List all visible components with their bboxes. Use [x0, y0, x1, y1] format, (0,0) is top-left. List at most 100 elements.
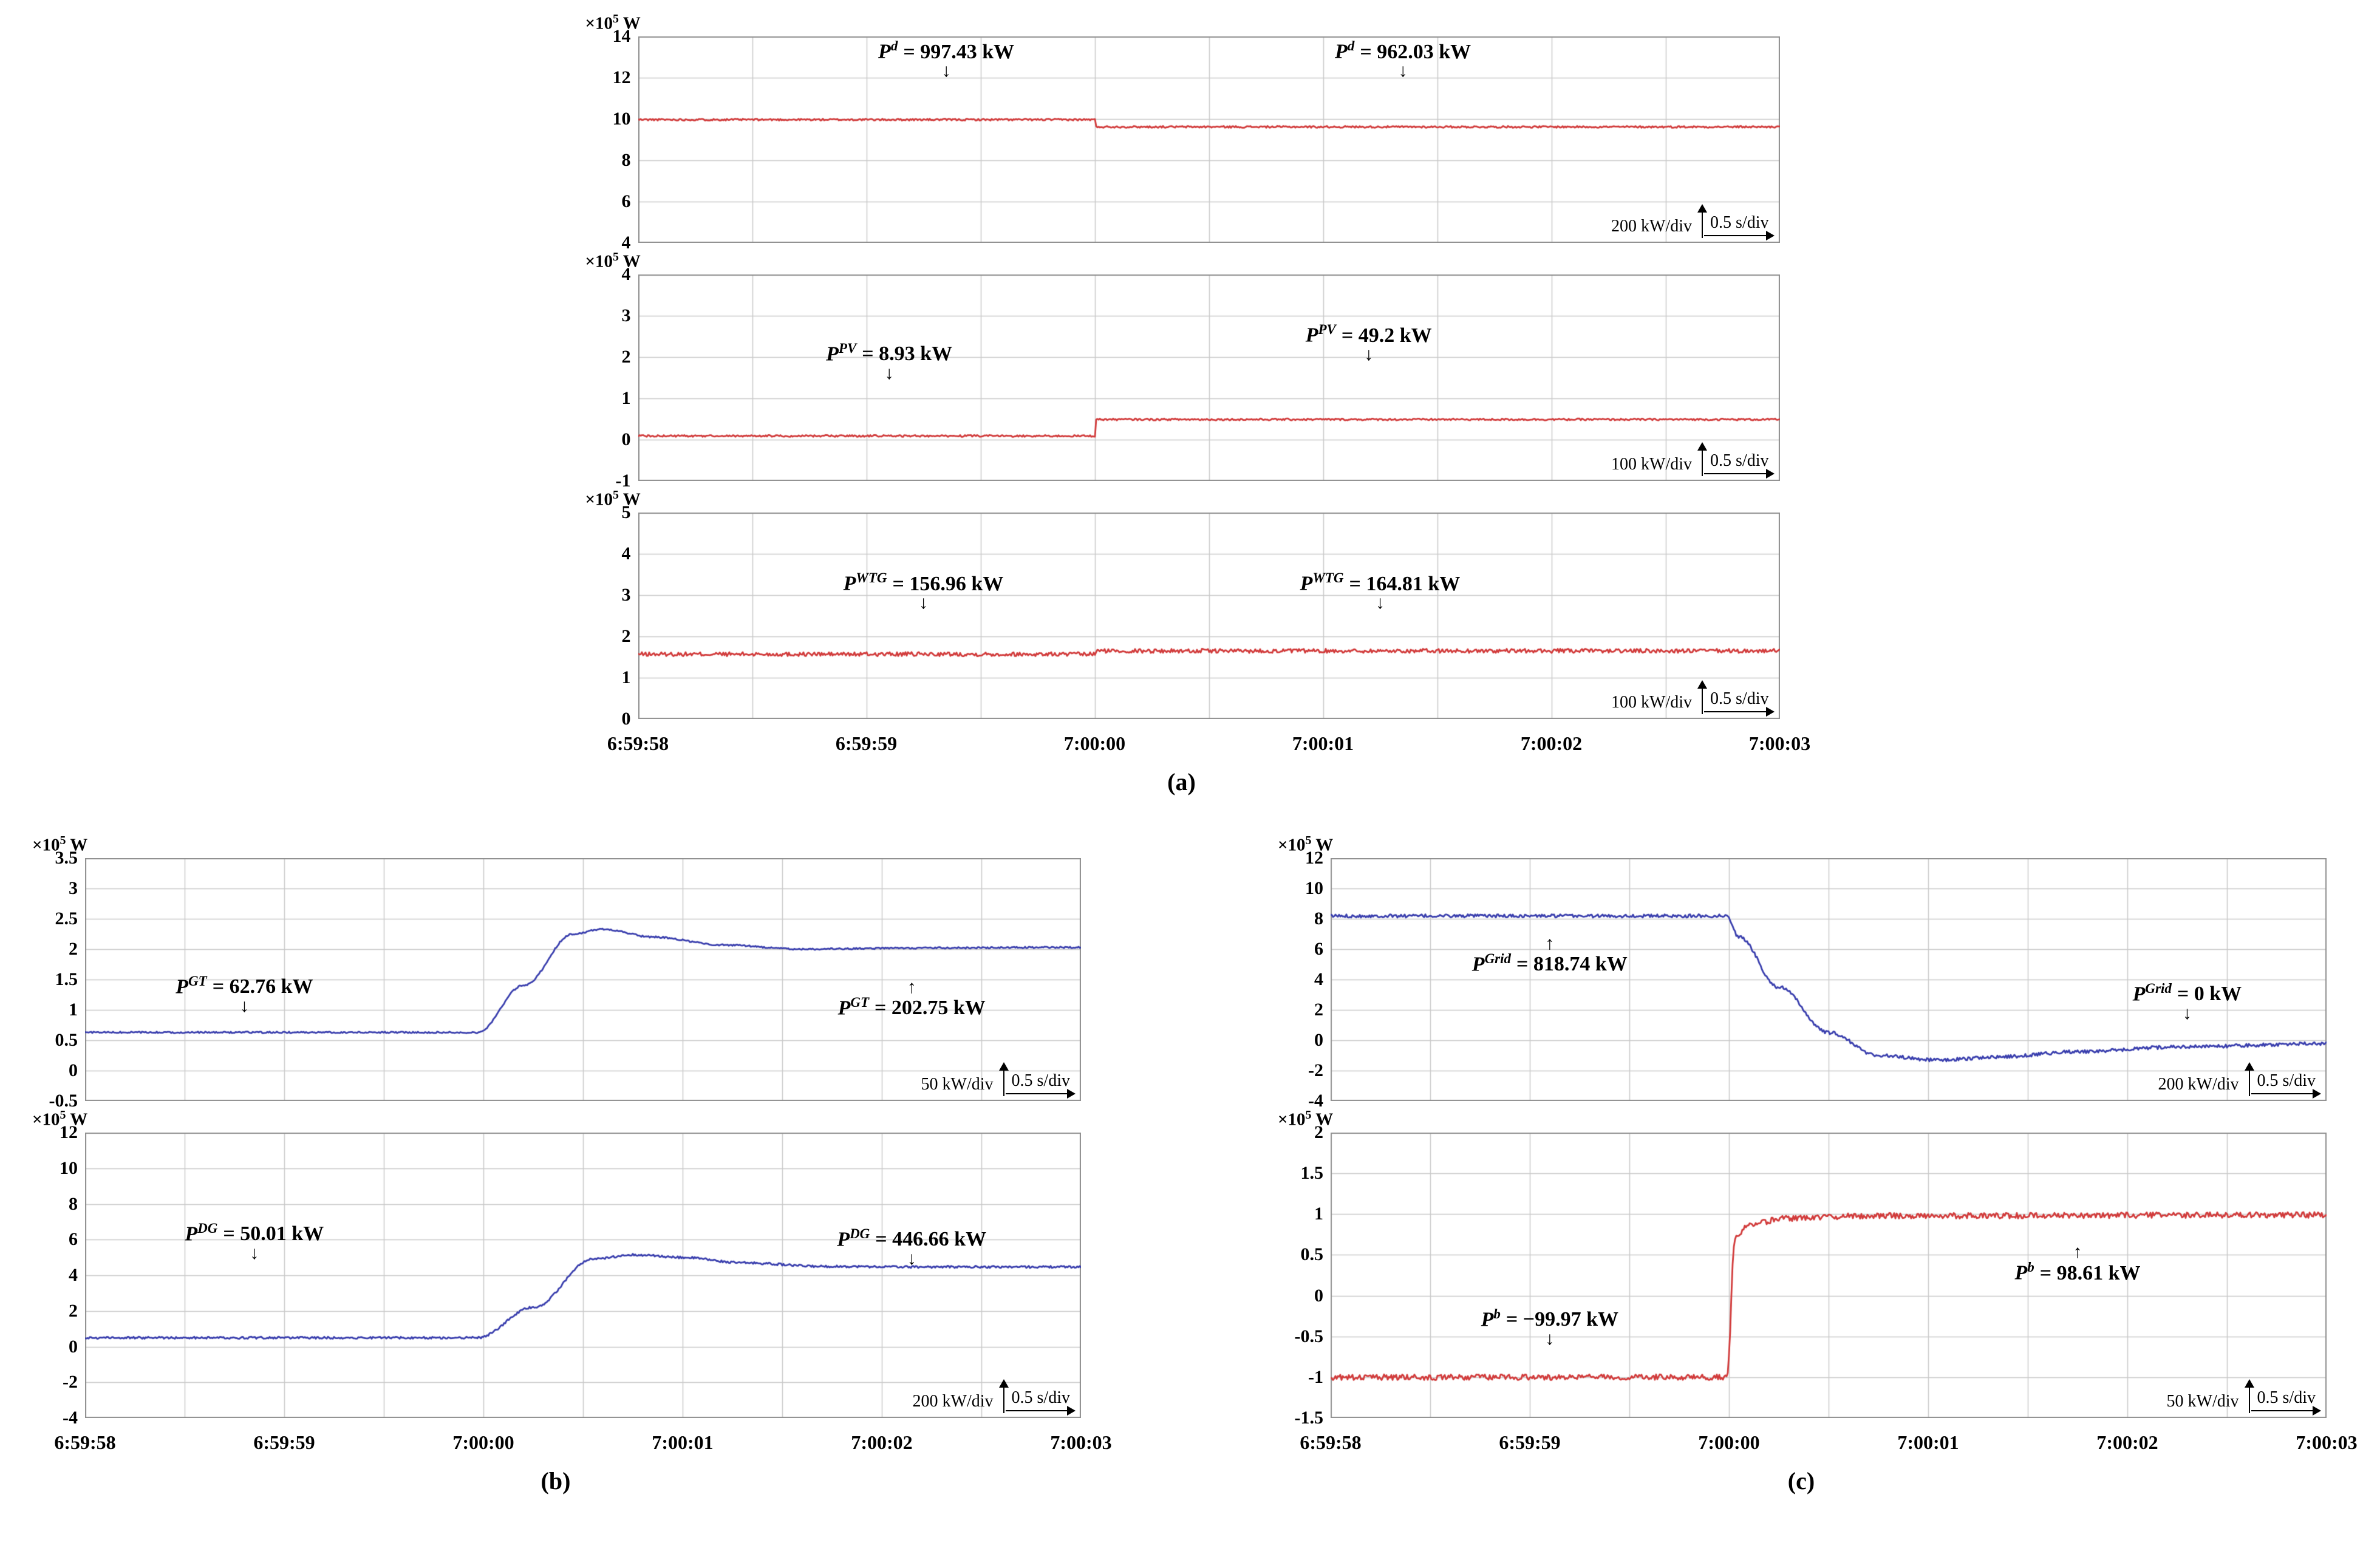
subplots-b: ×105 W 3.5 3 2.5 2 1.5 1 0.5 0 -0.5 PGT = 62.76 kW ↓…	[27, 834, 1084, 1427]
series-superscript: d	[1347, 38, 1355, 54]
y-tick-label: -0.5	[49, 1091, 78, 1111]
y-tick-label: 4	[621, 544, 631, 564]
series-superscript: PV	[838, 340, 857, 356]
annotation-text: PPV = 8.93 kW	[826, 341, 952, 365]
unit-exponent: 5	[60, 834, 66, 847]
annotation-text: PDG = 446.66 kW	[837, 1226, 986, 1250]
up-arrow-icon	[2248, 1380, 2250, 1413]
y-tick-label: 1	[621, 388, 631, 408]
y-tick-label: -4	[63, 1408, 78, 1428]
series-superscript: d	[890, 38, 898, 54]
x-tick-label: 7:00:00	[452, 1431, 514, 1453]
unit-prefix: ×10	[585, 489, 613, 510]
y-tick-label: 0	[69, 1336, 78, 1357]
x-scale-text: 0.5 s/div	[1011, 1388, 1070, 1407]
series-symbol: P	[826, 343, 839, 366]
y-tick-label: 10	[1305, 878, 1323, 898]
series-superscript: b	[1493, 1306, 1501, 1321]
y-scale-label: 200 kW/div	[912, 1392, 994, 1411]
unit-prefix: ×10	[1278, 1110, 1306, 1130]
up-arrow-icon	[2248, 1063, 2250, 1096]
plot-area: 4 3 2 1 0 -1 PPV = 8.93 kW ↓ PPV = 49.2 kW ↓ 100 kW/…	[616, 265, 1780, 490]
y-tick-label: 6	[621, 191, 631, 211]
x-scale-text: 0.5 s/div	[1011, 1071, 1070, 1090]
annotation-text: PGT = 202.75 kW	[838, 995, 986, 1019]
chart-canvas-pb	[1331, 1133, 2327, 1418]
unit-exponent: 5	[1305, 1108, 1312, 1122]
series-superscript: GT	[188, 973, 207, 989]
y-tick-label: -4	[1308, 1091, 1323, 1111]
annotation-value: = −99.97 kW	[1505, 1307, 1619, 1331]
unit-prefix: ×10	[585, 251, 613, 271]
panel-a: ×105 W 14 12 10 8 6 4 Pd = 997.43 kW ↓ Pd = 962.03 …	[581, 12, 1811, 796]
annotation-dg-0: PDG = 50.01 kW ↓	[185, 1221, 324, 1263]
y-tick-label: 0	[621, 709, 631, 729]
annotation-value: = 818.74 kW	[1516, 953, 1628, 976]
up-arrow-icon: ↑	[1545, 933, 1555, 953]
right-arrow-icon	[1005, 1093, 1074, 1094]
y-tick-label: 4	[621, 264, 631, 284]
y-scale-label: 200 kW/div	[1611, 217, 1693, 236]
y-tick-label: 2	[69, 1300, 78, 1321]
right-arrow-icon	[2251, 1410, 2319, 1411]
y-scale-label: 50 kW/div	[921, 1075, 994, 1094]
down-arrow-icon: ↓	[250, 1242, 259, 1263]
unit-suffix: W	[66, 1110, 88, 1130]
x-tick-label: 6:59:59	[253, 1431, 315, 1453]
y-unit-label: ×105 W	[1278, 1108, 1333, 1130]
unit-suffix: W	[619, 251, 641, 271]
y-unit-label: ×105 W	[585, 12, 641, 34]
up-arrow-icon	[1702, 681, 1703, 714]
up-arrow-icon	[1003, 1063, 1004, 1096]
up-arrow-icon: ↑	[907, 977, 916, 997]
subplot-pb: ×105 W 2 1.5 1 0.5 0 -0.5 -1 -1.5 Pb = −99.97 kW ↓ ↑…	[1273, 1108, 2330, 1427]
unit-suffix: W	[619, 13, 641, 33]
down-arrow-icon: ↓	[941, 61, 951, 81]
series-symbol: P	[1300, 572, 1313, 595]
annotation-value: = 50.01 kW	[223, 1222, 324, 1245]
y-scale-label: 100 kW/div	[1611, 455, 1693, 474]
annotation-grid-0: ↑ PGrid = 818.74 kW	[1472, 933, 1628, 976]
annotation-value: = 62.76 kW	[212, 975, 313, 998]
y-tick-label: 0	[621, 429, 631, 449]
scale-note: 50 kW/div 0.5 s/div	[2167, 1380, 2319, 1413]
series-symbol: P	[1481, 1307, 1494, 1331]
annotation-text: PPV = 49.2 kW	[1306, 322, 1432, 346]
y-tick-label: -1.5	[1294, 1408, 1324, 1428]
x-tick-label: 6:59:59	[835, 732, 898, 754]
series-superscript: Grid	[1484, 950, 1512, 966]
down-arrow-icon: ↓	[1398, 61, 1408, 81]
subplots-a: ×105 W 14 12 10 8 6 4 Pd = 997.43 kW ↓ Pd = 962.03 …	[581, 12, 1783, 728]
xaxis-b: 6:59:58 6:59:59 7:00:00 7:00:01 7:00:02 7:00:…	[54, 1427, 1111, 1457]
plot-area: 12 10 8 6 4 2 0 -2 -4 ↑ PGrid = 818.74 kW PGrid = 0 k…	[1305, 849, 2327, 1110]
unit-prefix: ×10	[585, 13, 613, 33]
plot-area: 12 10 8 6 4 2 0 -2 -4 PDG = 50.01 kW ↓ PDG = 446.66 k…	[60, 1123, 1081, 1427]
y-tick-label: 2	[1314, 1122, 1323, 1142]
unit-suffix: W	[1311, 1110, 1334, 1130]
x-scale-label: 0.5 s/div	[1704, 451, 1773, 476]
x-tick-label: 7:00:01	[652, 1431, 714, 1453]
y-tick-label: 2	[621, 347, 631, 367]
annotation-text: PGT = 62.76 kW	[176, 973, 313, 998]
y-tick-label: -1	[1308, 1366, 1323, 1387]
annotation-dg-1: PDG = 446.66 kW ↓	[837, 1226, 986, 1267]
series-symbol: P	[1305, 324, 1318, 347]
y-tick-label: 3	[621, 305, 631, 326]
annotation-gt-1: ↑ PGT = 202.75 kW	[838, 977, 986, 1019]
plot-area: 2 1.5 1 0.5 0 -0.5 -1 -1.5 Pb = −99.97 kW ↓ ↑ Pb = 98…	[1295, 1123, 2327, 1427]
unit-suffix: W	[1311, 835, 1334, 855]
y-unit-label: ×105 W	[1278, 834, 1333, 856]
plot-area: 3.5 3 2.5 2 1.5 1 0.5 0 -0.5 PGT = 62.76 kW ↓ ↑ PGT = …	[49, 849, 1081, 1110]
right-arrow-icon	[1704, 235, 1773, 236]
annotation-text: Pd = 962.03 kW	[1335, 39, 1471, 63]
unit-exponent: 5	[613, 250, 619, 264]
y-tick-label: 6	[1314, 939, 1323, 959]
y-tick-label: 2	[1314, 1000, 1323, 1020]
y-tick-label: 3	[621, 585, 631, 605]
chart-canvas-grid	[1331, 858, 2327, 1101]
annotation-text: PDG = 50.01 kW	[185, 1221, 324, 1245]
annotation-value: = 997.43 kW	[903, 40, 1015, 63]
xaxis-c: 6:59:58 6:59:59 7:00:00 7:00:01 7:00:02 7:00:…	[1300, 1427, 2357, 1457]
x-tick-label: 6:59:58	[607, 732, 669, 754]
y-tick-label: 0.5	[1300, 1244, 1324, 1265]
